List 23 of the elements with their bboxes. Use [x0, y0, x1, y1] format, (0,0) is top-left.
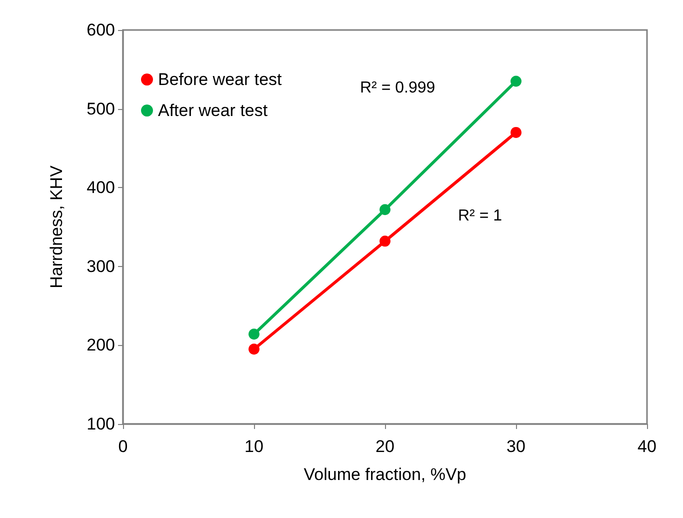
y-tick-label: 100 — [86, 414, 115, 434]
y-tick-label: 600 — [86, 20, 115, 40]
x-tick-label: 40 — [638, 437, 656, 456]
point — [510, 76, 522, 87]
x-tick-label: 0 — [118, 437, 128, 456]
y-tick-label: 300 — [86, 256, 115, 276]
legend-label: Before wear test — [158, 70, 282, 89]
x-axis-title: Volume fraction, %Vp — [304, 465, 466, 484]
annotation: R² = 1 — [458, 208, 502, 224]
x-tick-label: 30 — [506, 437, 526, 456]
y-tick-label: 200 — [86, 336, 115, 355]
legend-label: After wear test — [158, 101, 268, 120]
point — [380, 204, 390, 216]
x-tick-label: 10 — [244, 437, 264, 456]
annotation: R² = 0.999 — [360, 80, 436, 96]
y-tick-label: 400 — [86, 178, 115, 198]
point — [248, 344, 260, 355]
point — [380, 236, 390, 247]
point — [510, 126, 522, 138]
y-tick-label: 500 — [86, 99, 115, 118]
y-axis-title: Harrdness, KHV — [47, 164, 66, 288]
point — [248, 328, 260, 340]
x-tick-label: 20 — [376, 437, 394, 456]
